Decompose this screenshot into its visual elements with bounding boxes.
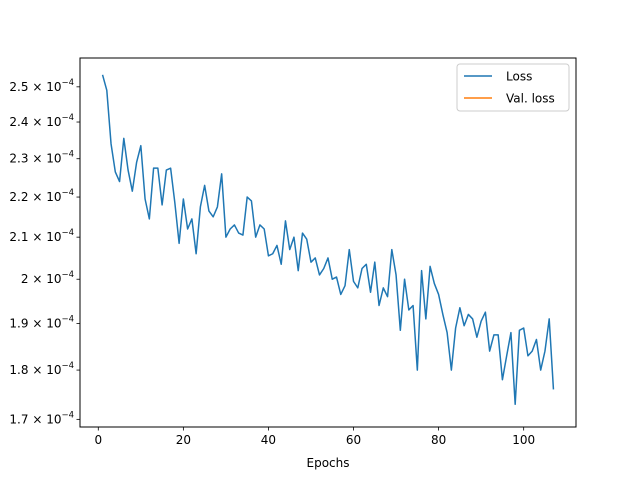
- y-tick-label: 1.8 × 10−4: [9, 361, 74, 377]
- legend-label-0: Loss: [506, 70, 532, 84]
- legend: Loss Val. loss: [456, 63, 570, 112]
- x-axis: 0 20 40 60 80 100: [94, 427, 535, 447]
- y-tick-label: 1.9 × 10−4: [9, 314, 74, 330]
- x-axis-label: Epochs: [307, 456, 350, 470]
- x-tick-label: 100: [512, 433, 535, 447]
- x-tick-label: 0: [94, 433, 102, 447]
- y-tick-label: 2.4 × 10−4: [9, 113, 74, 129]
- x-tick-label: 60: [346, 433, 361, 447]
- y-tick-label: 2.2 × 10−4: [9, 188, 74, 204]
- x-tick-label: 20: [176, 433, 191, 447]
- y-tick-label: 1.7 × 10−4: [9, 410, 74, 426]
- x-tick-label: 80: [431, 433, 446, 447]
- x-tick-label: 40: [261, 433, 276, 447]
- y-tick-label: 2 × 10−4: [21, 270, 74, 286]
- plot-frame: [79, 57, 577, 428]
- y-tick-label: 2.1 × 10−4: [9, 228, 74, 244]
- series-layer: [101, 74, 555, 406]
- y-axis: 1.7 × 10−4 1.8 × 10−4 1.9 × 10−4 2 × 10−4 2.…: [9, 78, 80, 426]
- y-tick-label: 2.5 × 10−4: [9, 78, 74, 94]
- series-line-0: [101, 74, 555, 406]
- y-tick-label: 2.3 × 10−4: [9, 150, 74, 166]
- legend-label-1: Val. loss: [506, 92, 555, 106]
